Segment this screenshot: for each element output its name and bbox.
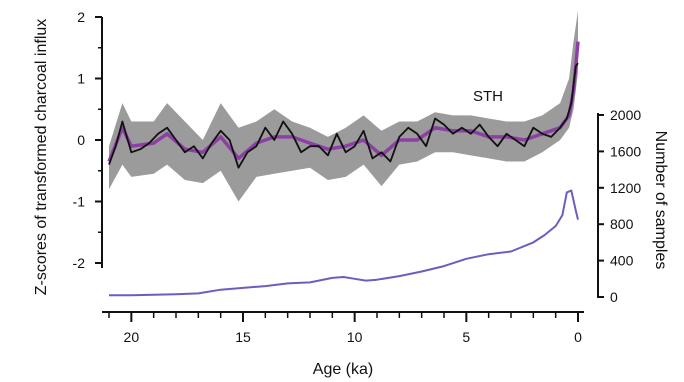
- x-tick-label: 10: [347, 329, 363, 345]
- x-tick-label: 15: [235, 329, 251, 345]
- x-tick-label: 0: [574, 329, 582, 345]
- confidence-band-layer: [109, 10, 578, 202]
- x-axis-label: Age (ka): [313, 361, 373, 378]
- y-right-tick-label: 1200: [610, 180, 641, 196]
- y-right-tick-label: 2000: [610, 107, 641, 123]
- confidence-band: [109, 10, 578, 202]
- y-right-tick-label: 400: [610, 253, 634, 269]
- y-right-tick-label: 0: [610, 289, 618, 305]
- x-tick-label: 5: [462, 329, 470, 345]
- y-left-tick-label: 2: [77, 9, 85, 25]
- samples-series-layer: [109, 189, 579, 297]
- y-left-tick-label: -1: [73, 194, 86, 210]
- y-right-tick-label: 1600: [610, 143, 641, 159]
- y-left-tick-label: 1: [77, 71, 85, 87]
- y-axis-label-right: Number of samples: [652, 131, 669, 270]
- annotation-label: STH: [473, 88, 503, 105]
- axes-layer: [95, 16, 604, 322]
- y-left-tick-label: 0: [77, 132, 85, 148]
- y-left-tick-label: -2: [73, 255, 86, 271]
- zscore-series-line: [108, 62, 579, 169]
- y-right-tick-label: 800: [610, 216, 634, 232]
- zscore-series-layer: [108, 62, 579, 169]
- y-axis-label-left: Z-scores of transformed charcoal influx: [33, 19, 50, 296]
- samples-series-line: [109, 189, 579, 297]
- x-tick-label: 20: [124, 329, 140, 345]
